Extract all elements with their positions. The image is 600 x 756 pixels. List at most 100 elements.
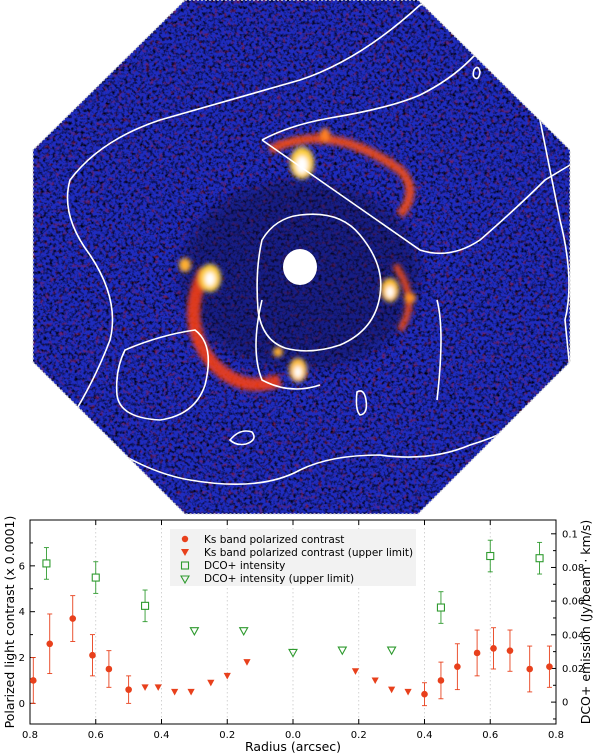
data-point [46, 640, 54, 648]
y-tick-label: 6 [19, 561, 25, 572]
contour-north-band [261, 139, 570, 255]
y2-tick-label: 0 [562, 698, 568, 709]
contour-outer-south [59, 394, 570, 486]
data-point [238, 627, 249, 637]
data-point [454, 663, 461, 670]
data-point [89, 651, 96, 659]
y2-tick-label: 0.06 [562, 597, 584, 608]
polarized-light-image [32, 0, 571, 515]
legend: Ks band polarized contrast Ks band polar… [170, 529, 416, 586]
data-point [125, 686, 132, 693]
series-ks-upper-limit [141, 659, 412, 696]
data-point [404, 688, 412, 696]
contour-inner-south [255, 299, 321, 390]
legend-box [170, 529, 416, 586]
contour-small-1 [355, 390, 368, 416]
outer-arc-north [267, 134, 415, 218]
data-point [388, 686, 396, 694]
blob-west-small [179, 258, 191, 272]
data-point [42, 559, 51, 568]
data-point [486, 551, 495, 561]
data-point [371, 677, 379, 685]
legend-label-ks: Ks band polarized contrast [204, 534, 344, 546]
data-point [243, 659, 251, 666]
contour-outer [33, 2, 570, 514]
y-tick-label: 2 [19, 653, 25, 664]
data-point [436, 603, 445, 612]
data-point [207, 679, 215, 687]
contour-small-2 [228, 430, 255, 446]
data-point [473, 649, 481, 657]
data-point [141, 601, 150, 610]
central-mask [283, 249, 317, 285]
x-tick-label: 0.6 [482, 730, 498, 741]
y2-axis-ticks: 0 0.02 0.04 0.06 0.08 0.1 [551, 529, 584, 720]
data-point [154, 684, 162, 691]
legend-label-ks-upper: Ks band polarized contrast (upper limit) [204, 547, 413, 559]
blob-west-inner [205, 272, 215, 286]
contour-west-lobe [115, 329, 210, 421]
data-point [351, 668, 360, 675]
x-axis-title: Radius (arcsec) [245, 739, 341, 754]
blob-east-inner [386, 286, 394, 298]
data-point [546, 663, 553, 670]
data-point [29, 677, 37, 684]
contour-small-3 [472, 66, 481, 80]
data-point [535, 554, 544, 563]
x-tick-label: 0.0 [285, 730, 301, 741]
y2-axis-title: DCO+ emission (Jy/beam · km/s) [578, 520, 593, 725]
x-tick-label: 0.6 [88, 730, 104, 741]
octagon-frame [32, 0, 571, 515]
data-point [69, 615, 77, 622]
legend-label-dco: DCO+ intensity [204, 560, 285, 572]
y-tick-label: 4 [19, 607, 25, 618]
series-dco-upper-limit [189, 627, 397, 658]
blob-north-east [320, 128, 330, 142]
x-tick-label: 0.8 [22, 730, 38, 741]
data-point [337, 646, 348, 656]
legend-marker-ks-upper [181, 549, 189, 556]
series-layer [29, 539, 553, 707]
contour-east-loop [436, 299, 442, 401]
series-dco-intensity [42, 539, 544, 624]
data-point [386, 646, 397, 656]
y2-tick-label: 0.02 [562, 664, 584, 675]
data-point [421, 690, 428, 698]
x-tick-label: 0.2 [351, 730, 367, 741]
data-point [526, 665, 533, 673]
y-axis-title: Polarized light contrast (x 0.0001) [2, 516, 17, 729]
blob-east-2 [404, 293, 416, 303]
data-point [105, 665, 113, 673]
legend-marker-dco [180, 561, 190, 570]
data-point [91, 573, 100, 582]
y2-tick-label: 0.08 [562, 563, 584, 574]
y-axis-ticks: 0 2 4 6 [19, 542, 35, 710]
x-tick-label: 0.8 [548, 730, 564, 741]
x-tick-label: 0.2 [219, 730, 235, 741]
y2-tick-label: 0.1 [562, 529, 578, 540]
blob-south-inner [294, 366, 302, 378]
legend-marker-dco-upper [180, 575, 190, 585]
data-point [187, 688, 195, 696]
x-tick-label: 0.4 [417, 730, 433, 741]
data-point [223, 672, 231, 680]
blob-south-west [273, 347, 283, 357]
series-ks-contrast [29, 595, 553, 707]
y-tick-label: 0 [19, 699, 25, 710]
contour-inner [256, 213, 382, 352]
legend-marker-ks [181, 535, 189, 543]
bright-ring-structure [179, 128, 416, 391]
x-axis-ticks: 0.8 0.6 0.4 0.2 0.0 0.2 0.4 0.6 0.8 [22, 520, 564, 741]
data-point [189, 627, 200, 637]
x-tick-label: 0.4 [154, 730, 170, 741]
arc-west [187, 267, 283, 391]
data-point [437, 677, 445, 684]
data-point [506, 647, 514, 654]
data-point [288, 648, 298, 658]
data-point [490, 645, 497, 652]
y2-tick-label: 0.04 [562, 630, 584, 641]
data-point [171, 688, 179, 696]
data-point [141, 684, 149, 691]
